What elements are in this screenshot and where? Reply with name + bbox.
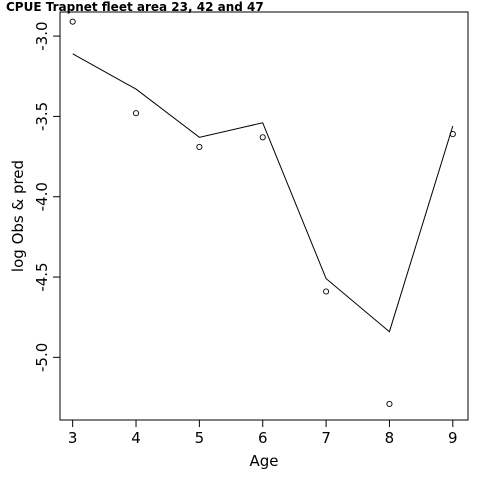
y-axis: -3.0 -3.5 -4.0 -4.5 -5.0 xyxy=(33,21,61,372)
observed-point xyxy=(386,400,393,407)
x-axis: 3 4 5 6 7 8 9 xyxy=(68,419,458,447)
y-tick-label: -4.5 xyxy=(33,262,51,291)
y-tick-label: -5.0 xyxy=(33,343,51,372)
x-tick-label: 4 xyxy=(131,429,141,447)
x-tick-label: 7 xyxy=(321,429,331,447)
observed-point xyxy=(259,134,266,141)
y-tick-label: -3.5 xyxy=(33,102,51,131)
observed-points xyxy=(69,18,456,407)
observed-point xyxy=(196,143,203,150)
x-tick-label: 8 xyxy=(385,429,395,447)
predicted-line xyxy=(72,53,454,333)
y-tick-label: -3.0 xyxy=(33,21,51,50)
observed-point xyxy=(323,288,330,295)
observed-point xyxy=(132,110,140,117)
y-tick-label: -4.0 xyxy=(33,182,51,211)
observed-point xyxy=(449,131,456,138)
x-tick-label: 9 xyxy=(448,429,458,447)
x-tick-label: 6 xyxy=(258,429,268,447)
observed-point xyxy=(69,18,76,25)
x-axis-label: Age xyxy=(249,452,278,470)
x-tick-label: 3 xyxy=(68,429,78,447)
y-axis-label: log Obs & pred xyxy=(9,160,27,272)
chart-title: CPUE Trapnet fleet area 23, 42 and 47 xyxy=(6,0,264,14)
x-tick-label: 5 xyxy=(195,429,205,447)
plot-frame xyxy=(59,11,469,421)
